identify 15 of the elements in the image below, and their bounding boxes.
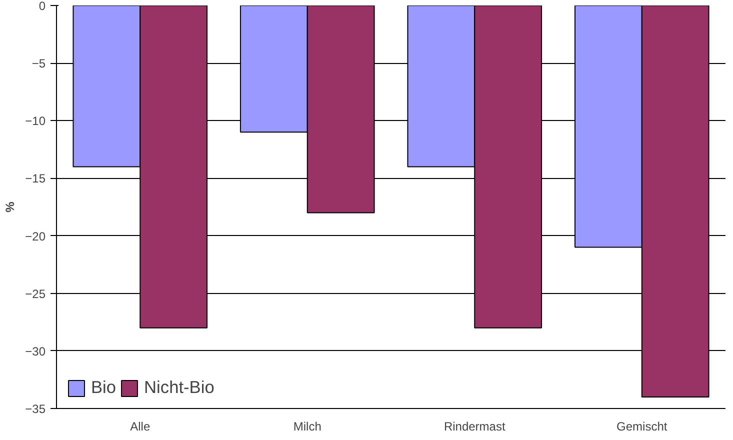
y-tick-label: −10 <box>25 114 46 128</box>
y-tick-label: −25 <box>25 286 46 301</box>
y-tick-label: −35 <box>25 402 46 416</box>
y-tick-label: −20 <box>25 229 46 244</box>
legend-label: Nicht-Bio <box>144 377 214 398</box>
y-tick-label: 0 <box>38 0 46 13</box>
y-tick-label: −30 <box>25 344 46 358</box>
y-tick-label: −5 <box>32 56 46 71</box>
x-tick-label: Alle <box>130 420 150 434</box>
x-tick-label: Milch <box>293 420 322 434</box>
x-tick-label: Rindermast <box>444 420 506 434</box>
y-tick-label: −15 <box>25 172 46 186</box>
legend-label: Bio <box>91 377 116 398</box>
x-tick-label: Gemischt <box>616 420 668 434</box>
y-axis-title: % <box>3 201 18 212</box>
